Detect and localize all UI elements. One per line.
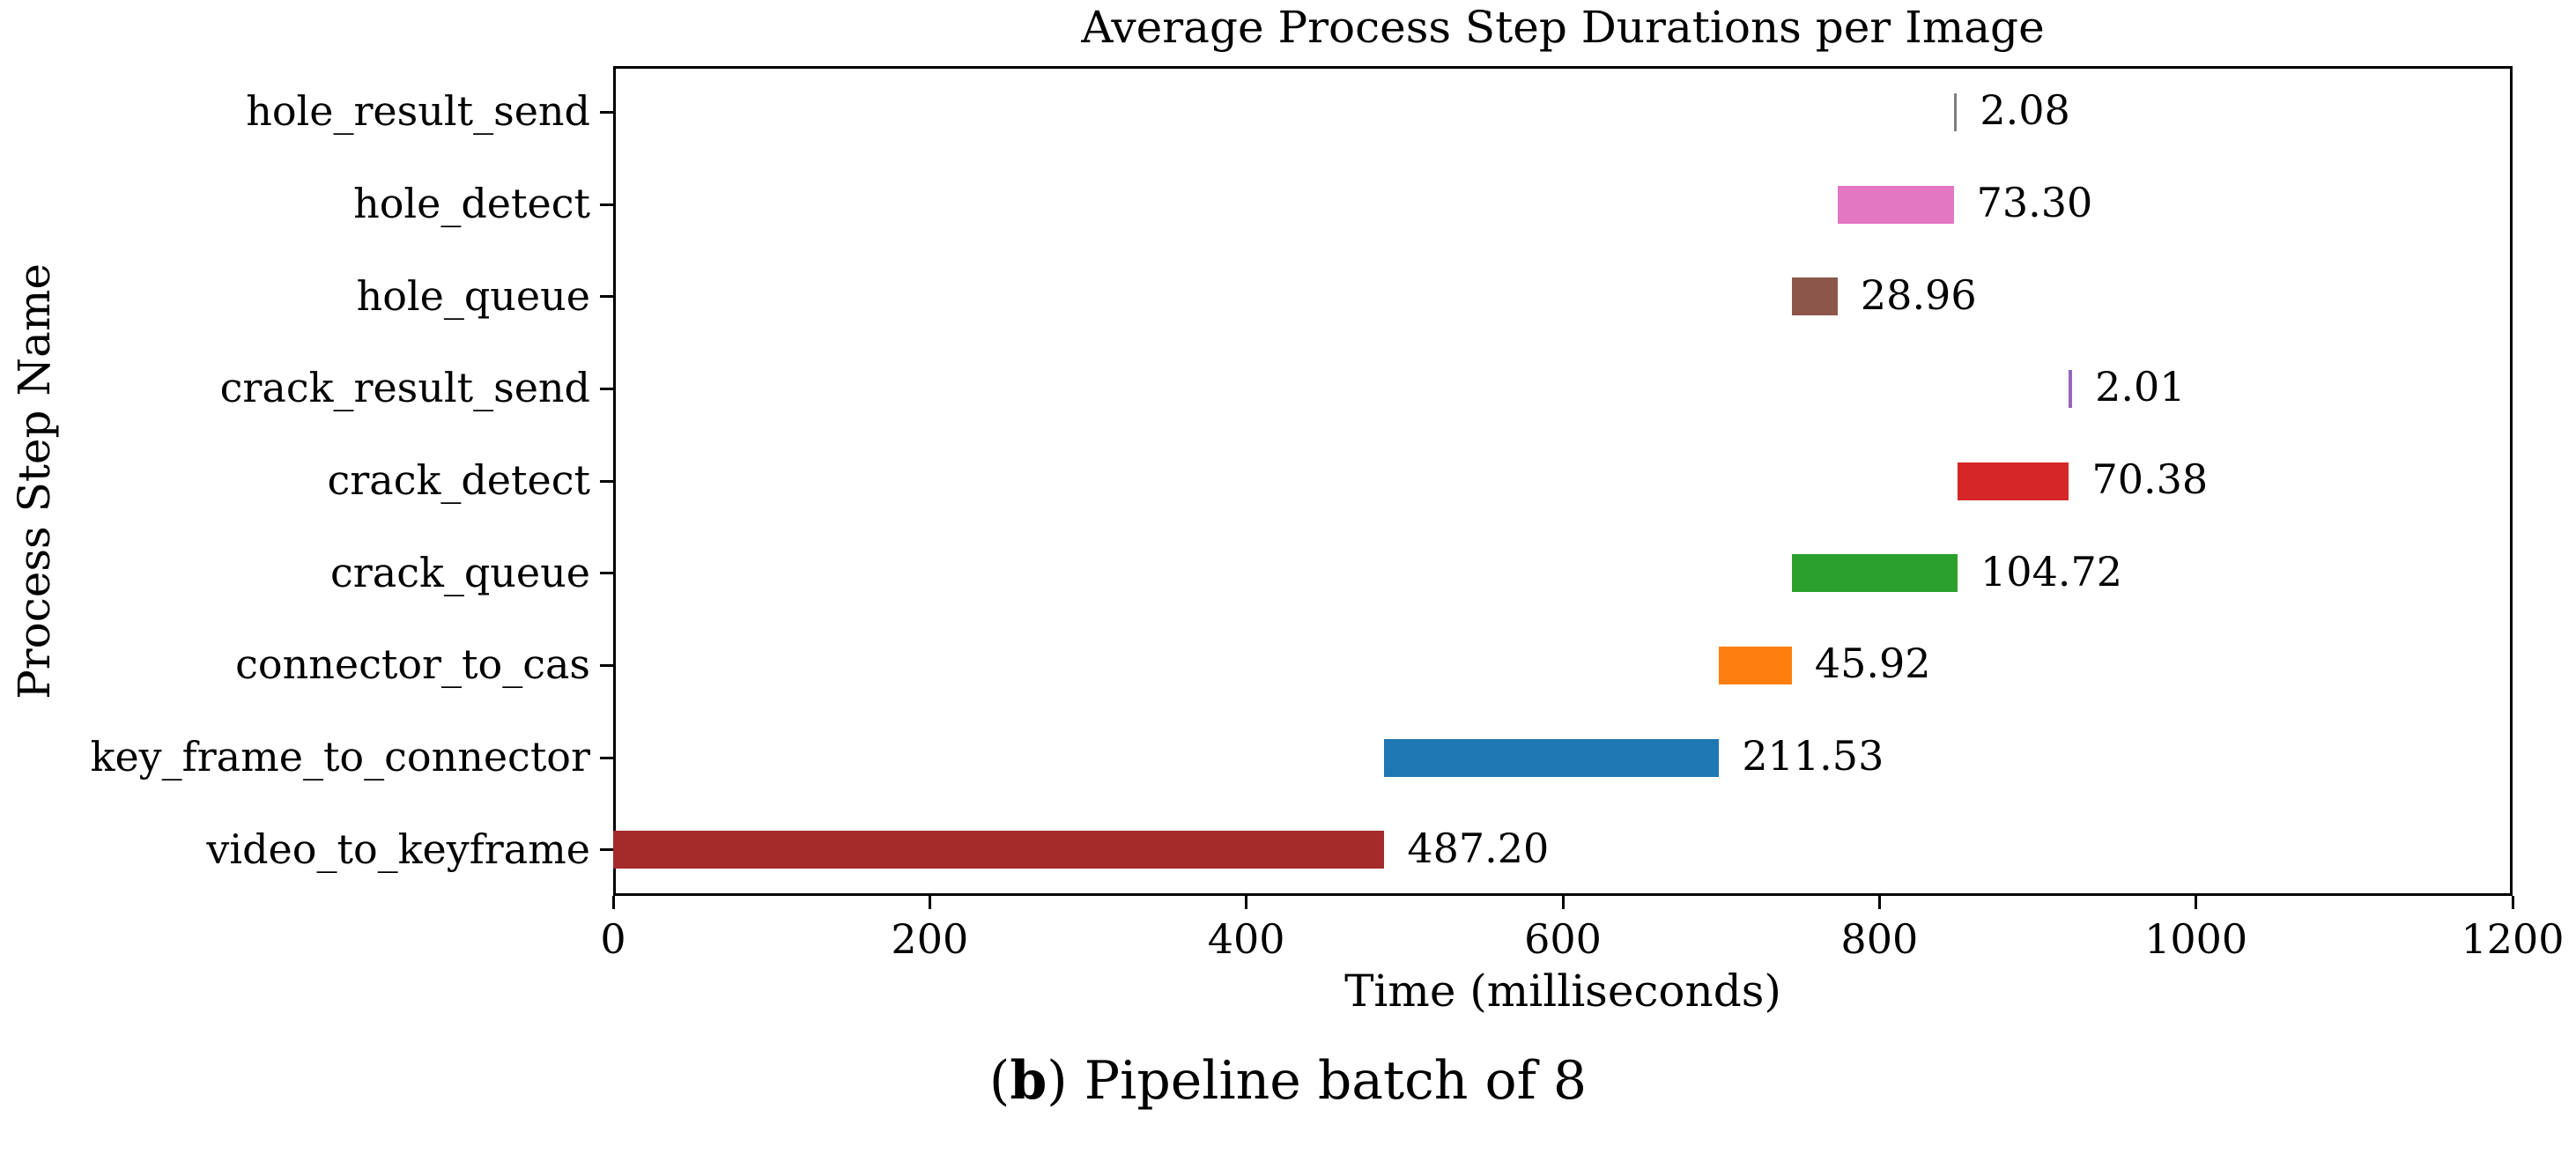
y-tick-label: connector_to_cas	[235, 640, 590, 689]
caption-close-paren: )	[1047, 1050, 1068, 1112]
y-tick-mark	[600, 572, 613, 575]
x-tick-label: 600	[1524, 915, 1602, 963]
bar-key_frame_to_connector	[1384, 738, 1720, 777]
y-tick-label: crack_result_send	[219, 364, 590, 412]
bar-value-label: 2.08	[1980, 86, 2070, 135]
bar-hole_queue	[1791, 277, 1838, 316]
bar-crack_result_send	[2069, 369, 2073, 408]
y-tick-mark	[600, 203, 613, 206]
caption-text: Pipeline batch of 8	[1067, 1050, 1588, 1112]
subfigure-caption: (b) Pipeline batch of 8	[0, 1050, 2576, 1112]
bar-video_to_keyframe	[613, 831, 1385, 869]
bar-value-label: 2.01	[2095, 363, 2186, 411]
y-tick-mark	[600, 848, 613, 852]
bar-value-label: 104.72	[1980, 547, 2122, 595]
x-tick-label: 800	[1840, 915, 1919, 963]
bar-value-label: 211.53	[1742, 731, 1884, 780]
bar-value-label: 28.96	[1860, 270, 1977, 319]
bar-hole_result_send	[1953, 92, 1958, 131]
bar-value-label: 45.92	[1814, 640, 1931, 688]
x-tick-mark	[2195, 896, 2198, 909]
y-tick-mark	[600, 479, 613, 483]
bar-crack_detect	[1958, 462, 2069, 500]
x-tick-mark	[1245, 896, 1248, 909]
bar-connector_to_cas	[1719, 646, 1792, 684]
x-tick-label: 200	[891, 915, 969, 963]
bar-value-label: 487.20	[1407, 824, 1550, 872]
x-tick-mark	[2511, 896, 2514, 909]
y-tick-label: crack_queue	[330, 548, 590, 596]
y-tick-label: hole_detect	[353, 179, 590, 227]
x-tick-label: 1200	[2461, 915, 2565, 963]
y-tick-label: video_to_keyframe	[206, 825, 590, 873]
y-tick-label: key_frame_to_connector	[90, 732, 590, 780]
y-tick-label: hole_result_send	[246, 87, 590, 136]
x-tick-mark	[1877, 896, 1881, 909]
x-tick-label: 0	[600, 915, 626, 963]
y-tick-mark	[600, 295, 613, 299]
y-tick-mark	[600, 387, 613, 390]
bar-value-label: 73.30	[1976, 178, 2093, 226]
x-tick-label: 400	[1207, 915, 1285, 963]
x-tick-mark	[611, 896, 615, 909]
chart-title: Average Process Step Durations per Image	[1081, 2, 2045, 53]
bar-hole_detect	[1837, 185, 1954, 224]
y-tick-mark	[600, 110, 613, 114]
caption-index: b	[1010, 1050, 1047, 1112]
y-tick-label: hole_queue	[356, 271, 590, 320]
bar-crack_queue	[1791, 554, 1958, 593]
y-tick-label: crack_detect	[327, 455, 590, 504]
caption-open-paren: (	[988, 1050, 1010, 1112]
x-axis-label: Time (milliseconds)	[1344, 965, 1781, 1017]
y-tick-mark	[600, 756, 613, 759]
x-tick-mark	[928, 896, 931, 909]
y-tick-mark	[600, 663, 613, 667]
bar-value-label: 70.38	[2091, 455, 2209, 503]
x-tick-mark	[1561, 896, 1565, 909]
x-tick-label: 1000	[2144, 915, 2248, 963]
